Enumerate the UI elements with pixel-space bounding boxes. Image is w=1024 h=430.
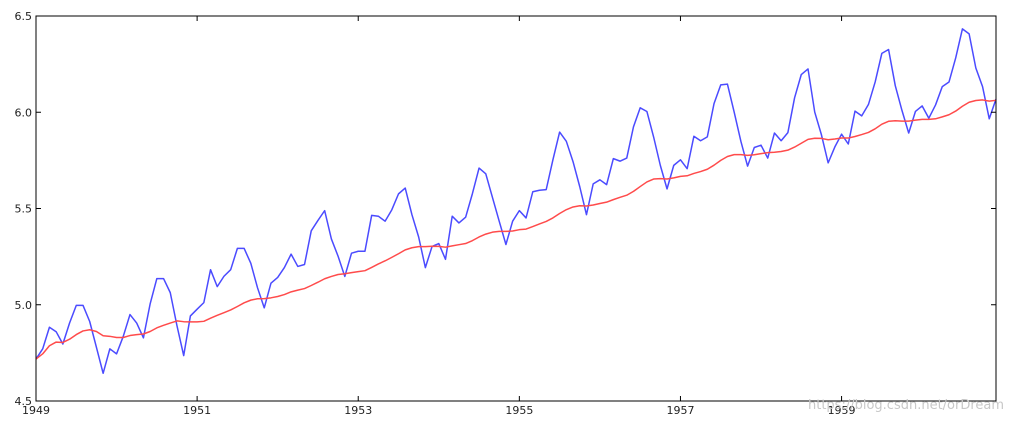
x-tick-label: 1959: [828, 404, 856, 417]
y-tick-label: 6.5: [15, 10, 33, 23]
x-tick-label: 1957: [666, 404, 694, 417]
x-tick-label: 1955: [505, 404, 533, 417]
plot-frame: [35, 15, 997, 402]
watermark-text: https://blog.csdn.net/orDream: [808, 398, 1005, 413]
axes-layer: [35, 15, 997, 402]
tick-layer: 1949 1951 1953 1955 1957 1959 4.5 5.0 5.5 6.0 6.5: [15, 10, 996, 417]
x-tick-label: 1953: [344, 404, 372, 417]
series-line-1: [35, 28, 997, 375]
series-line-2: [35, 99, 997, 360]
x-tick-label: 1949: [22, 404, 50, 417]
y-tick-label: 6.0: [15, 106, 33, 119]
x-tick-label: 1951: [183, 404, 211, 417]
y-tick-label: 5.5: [15, 203, 33, 216]
y-tick-label: 4.5: [15, 395, 33, 408]
y-tick-label: 5.0: [15, 299, 33, 312]
series-layer: [35, 28, 997, 375]
